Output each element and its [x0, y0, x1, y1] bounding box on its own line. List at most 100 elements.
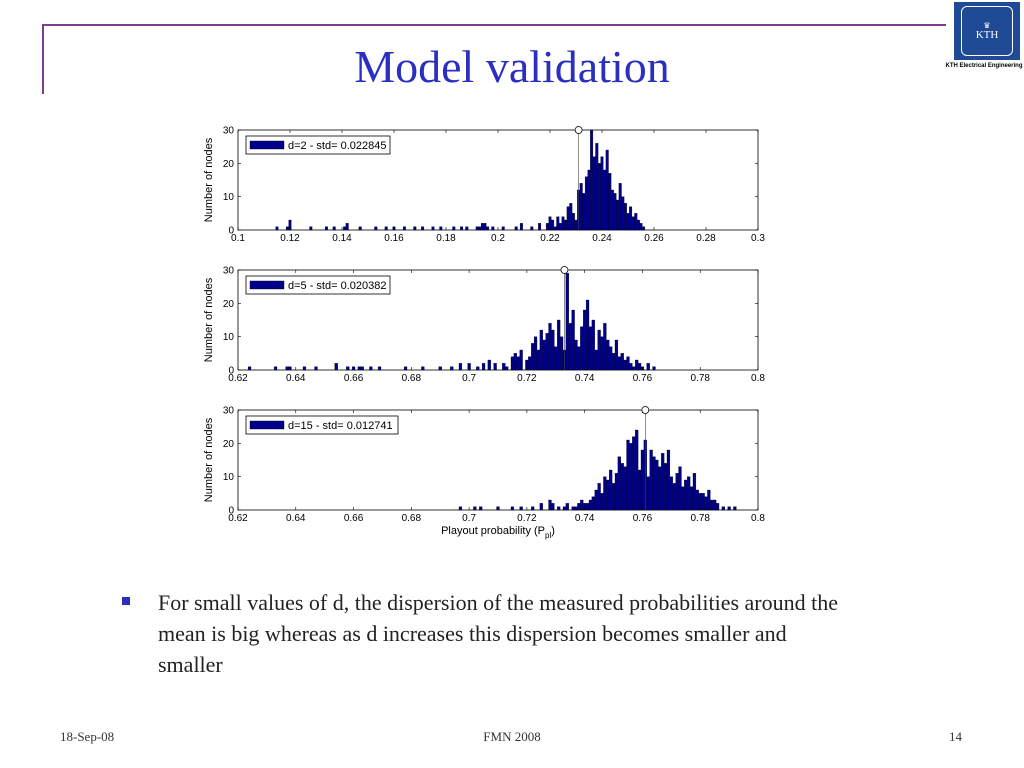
histogram-bar — [652, 366, 656, 371]
histogram-bar — [626, 213, 630, 231]
histogram-bar — [483, 223, 487, 231]
histogram-svg: 0.1 0.12 0.14 0.16 0.18 0.2 0.22 0.24 0.26 0.28 0.… — [203, 126, 765, 541]
y-axis-label: Number of nodes — [203, 417, 215, 502]
y-tick-label: 0 — [228, 366, 234, 377]
histogram-bar — [481, 363, 486, 371]
histogram-bar — [597, 483, 601, 511]
histogram-bar — [345, 223, 349, 231]
histogram-bar — [531, 506, 535, 511]
histogram-bar — [592, 156, 596, 231]
y-tick-label: 10 — [223, 472, 235, 483]
x-tick-label: 0.62 — [228, 513, 248, 524]
histogram-bar — [513, 353, 517, 371]
histogram-bar — [663, 463, 668, 511]
y-tick-label: 20 — [223, 439, 235, 450]
histogram-bar — [460, 226, 464, 231]
histogram-bar — [640, 449, 645, 511]
histogram-bar — [594, 489, 598, 511]
x-tick-label: 0.76 — [633, 513, 653, 524]
histogram-bar — [600, 156, 604, 231]
histogram-bar — [635, 359, 639, 371]
histogram-bar — [561, 216, 565, 231]
histogram-bar — [374, 226, 378, 231]
histogram-bar — [452, 226, 456, 231]
histogram-bar — [733, 506, 737, 511]
histogram-bar — [502, 363, 506, 371]
y-axis-label: Number of nodes — [203, 137, 215, 222]
histogram-bar — [516, 356, 520, 371]
histogram-bar — [571, 309, 575, 371]
histogram-bar — [565, 503, 569, 511]
histogram-bar — [465, 226, 469, 231]
histogram-bar — [689, 486, 694, 511]
legend-label: d=15 - std= 0.012741 — [288, 420, 393, 432]
x-tick-label: 0.78 — [690, 373, 710, 384]
histogram-bar — [275, 226, 279, 231]
histogram-bar — [609, 469, 613, 511]
y-tick-label: 20 — [223, 159, 235, 170]
histogram-bar — [545, 223, 549, 231]
histogram-bar — [556, 216, 560, 231]
x-tick-label: 0.76 — [633, 373, 653, 384]
histogram-bar — [675, 473, 679, 511]
x-tick-label: 0.68 — [402, 513, 422, 524]
histogram-bar — [302, 366, 307, 371]
histogram-bar — [626, 439, 630, 511]
histogram-bar — [620, 463, 624, 511]
y-tick-label: 30 — [223, 126, 235, 137]
histogram-bar — [519, 223, 523, 231]
histogram-bar — [545, 333, 549, 371]
histogram-bar — [582, 193, 586, 231]
histogram-bar — [377, 366, 382, 371]
x-tick-label: 0.26 — [644, 233, 664, 244]
x-tick-label: 0.12 — [280, 233, 300, 244]
histogram-bar — [480, 223, 484, 231]
histogram-bar — [510, 356, 515, 371]
histogram-bar — [727, 506, 731, 511]
x-tick-label: 0.2 — [491, 233, 505, 244]
frame-top-line — [42, 24, 946, 26]
bullet-square-icon — [122, 597, 130, 605]
y-tick-label: 10 — [223, 192, 235, 203]
histogram-bar — [623, 203, 627, 231]
histogram-bar — [637, 469, 642, 511]
histogram-bar — [314, 366, 318, 371]
kth-logo-emblem: ♛ KTH — [961, 6, 1013, 56]
histogram-bar — [496, 506, 500, 511]
histogram-bar — [597, 163, 601, 231]
histogram-bar — [559, 336, 564, 371]
histogram-charts: 0.1 0.12 0.14 0.16 0.18 0.2 0.22 0.24 0.26 0.28 0.… — [196, 118, 776, 548]
crown-icon: ♛ — [983, 20, 991, 30]
histogram-bar — [616, 199, 620, 231]
y-tick-label: 30 — [223, 266, 235, 277]
histogram-bar — [684, 479, 688, 511]
x-tick-label: 0.1 — [231, 233, 245, 244]
histogram-bar — [510, 506, 515, 511]
x-tick-label: 0.14 — [332, 233, 352, 244]
histogram-bar — [608, 173, 612, 231]
histogram-bar — [614, 339, 619, 371]
histogram-bar — [655, 459, 659, 511]
x-tick-label: 0.62 — [228, 373, 248, 384]
legend-swatch — [249, 140, 285, 150]
histogram-bar — [288, 366, 292, 371]
histogram-bar — [594, 349, 598, 371]
y-tick-label: 0 — [228, 506, 234, 517]
histogram-bar — [439, 226, 443, 231]
histogram-bar — [574, 219, 578, 231]
histogram-bar — [571, 213, 575, 231]
histogram-bar — [642, 226, 646, 231]
histogram-bar — [609, 346, 613, 371]
x-tick-label: 0.22 — [540, 233, 560, 244]
histogram-bar — [666, 449, 671, 511]
histogram-bar — [595, 143, 599, 231]
histogram-bar — [669, 476, 673, 511]
histogram-bar — [558, 223, 562, 231]
histogram-bar — [701, 493, 705, 511]
y-tick-label: 30 — [223, 406, 235, 417]
y-tick-label: 20 — [223, 299, 235, 310]
legend-swatch — [249, 280, 285, 290]
histogram-bar — [539, 503, 543, 511]
histogram-bar — [285, 226, 289, 231]
histogram-bar — [715, 503, 720, 511]
